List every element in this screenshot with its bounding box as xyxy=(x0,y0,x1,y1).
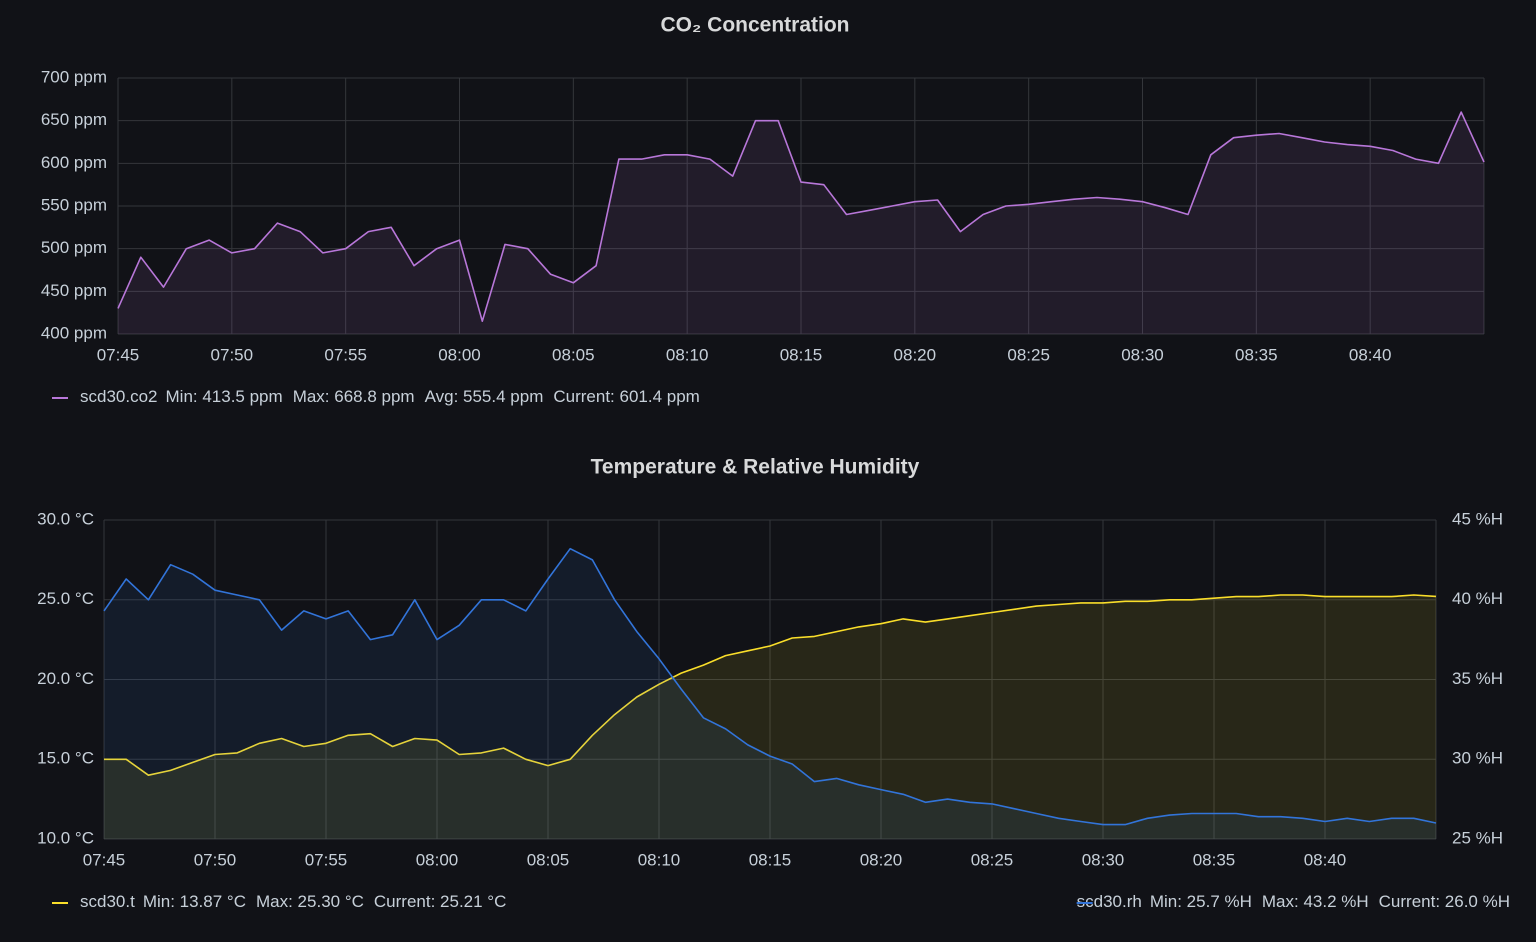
chart-title: Temperature & Relative Humidity xyxy=(591,456,920,479)
legend-stat: Current: 601.4 ppm xyxy=(553,387,699,406)
x-tick-label: 07:55 xyxy=(305,850,348,869)
legend-stat: Max: 25.30 °C xyxy=(256,892,364,911)
x-tick-label: 08:15 xyxy=(780,345,823,364)
x-tick-label: 07:45 xyxy=(83,850,126,869)
y-tick-label: 30.0 °C xyxy=(37,509,94,528)
series-line xyxy=(104,594,1437,776)
chart-title: CO₂ Concentration xyxy=(661,14,850,37)
legend-stat: Min: 25.7 %H xyxy=(1150,892,1252,911)
y2-tick-label: 35 %H xyxy=(1452,669,1503,688)
x-tick-label: 07:55 xyxy=(324,345,367,364)
x-tick-label: 08:10 xyxy=(666,345,709,364)
legend-name: scd30.co2 xyxy=(80,387,158,406)
x-tick-label: 07:45 xyxy=(97,345,140,364)
legend-entry: scd30.rh Min: 25.7 %H Max: 43.2 %H Current:… xyxy=(1077,892,1510,911)
x-tick-label: 08:00 xyxy=(438,345,481,364)
x-tick-label: 08:05 xyxy=(527,850,570,869)
legend-name: scd30.t xyxy=(80,892,135,911)
y-tick-label: 25.0 °C xyxy=(37,589,94,608)
x-tick-label: 08:10 xyxy=(638,850,681,869)
x-tick-label: 08:40 xyxy=(1349,345,1392,364)
y2-tick-label: 30 %H xyxy=(1452,749,1503,768)
x-tick-label: 08:20 xyxy=(894,345,937,364)
x-tick-label: 07:50 xyxy=(211,345,254,364)
area-fill xyxy=(104,548,1436,839)
y-tick-label: 20.0 °C xyxy=(37,669,94,688)
legend-stat: Avg: 555.4 ppm xyxy=(425,387,544,406)
x-tick-label: 08:00 xyxy=(416,850,459,869)
x-tick-label: 08:20 xyxy=(860,850,903,869)
y-tick-label: 600 ppm xyxy=(41,153,107,172)
legend-stat: Min: 13.87 °C xyxy=(143,892,246,911)
x-tick-label: 08:25 xyxy=(1007,345,1050,364)
y-tick-label: 650 ppm xyxy=(41,110,107,129)
x-tick-label: 08:25 xyxy=(971,850,1014,869)
x-tick-label: 08:05 xyxy=(552,345,595,364)
legend-entry: scd30.t Min: 13.87 °C Max: 25.30 °C Current… xyxy=(80,892,506,911)
x-tick-label: 08:30 xyxy=(1121,345,1164,364)
legend-stat: Current: 26.0 %H xyxy=(1379,892,1510,911)
y-tick-label: 700 ppm xyxy=(41,67,107,86)
legend-name: scd30.rh xyxy=(1077,892,1142,911)
y2-tick-label: 25 %H xyxy=(1452,828,1503,847)
x-tick-label: 08:35 xyxy=(1235,345,1278,364)
legend-stat: Current: 25.21 °C xyxy=(374,892,506,911)
series-line xyxy=(117,111,1485,322)
y-tick-label: 450 ppm xyxy=(41,281,107,300)
y2-tick-label: 45 %H xyxy=(1452,509,1503,528)
legend-stat: Max: 668.8 ppm xyxy=(293,387,415,406)
y-tick-label: 550 ppm xyxy=(41,195,107,214)
legend-stat: Min: 413.5 ppm xyxy=(166,387,283,406)
x-tick-label: 08:35 xyxy=(1193,850,1236,869)
area-fill xyxy=(104,595,1436,839)
legend-stat: Max: 43.2 %H xyxy=(1262,892,1369,911)
y-tick-label: 500 ppm xyxy=(41,238,107,257)
series-line xyxy=(103,547,1437,826)
y-tick-label: 400 ppm xyxy=(41,323,107,342)
legend-entry: scd30.co2 Min: 413.5 ppm Max: 668.8 ppm Avg… xyxy=(80,387,700,406)
y-tick-label: 15.0 °C xyxy=(37,749,94,768)
area-fill xyxy=(118,112,1484,334)
y2-tick-label: 40 %H xyxy=(1452,589,1503,608)
x-tick-label: 08:15 xyxy=(749,850,792,869)
x-tick-label: 07:50 xyxy=(194,850,237,869)
y-tick-label: 10.0 °C xyxy=(37,828,94,847)
x-tick-label: 08:40 xyxy=(1304,850,1347,869)
x-tick-label: 08:30 xyxy=(1082,850,1125,869)
